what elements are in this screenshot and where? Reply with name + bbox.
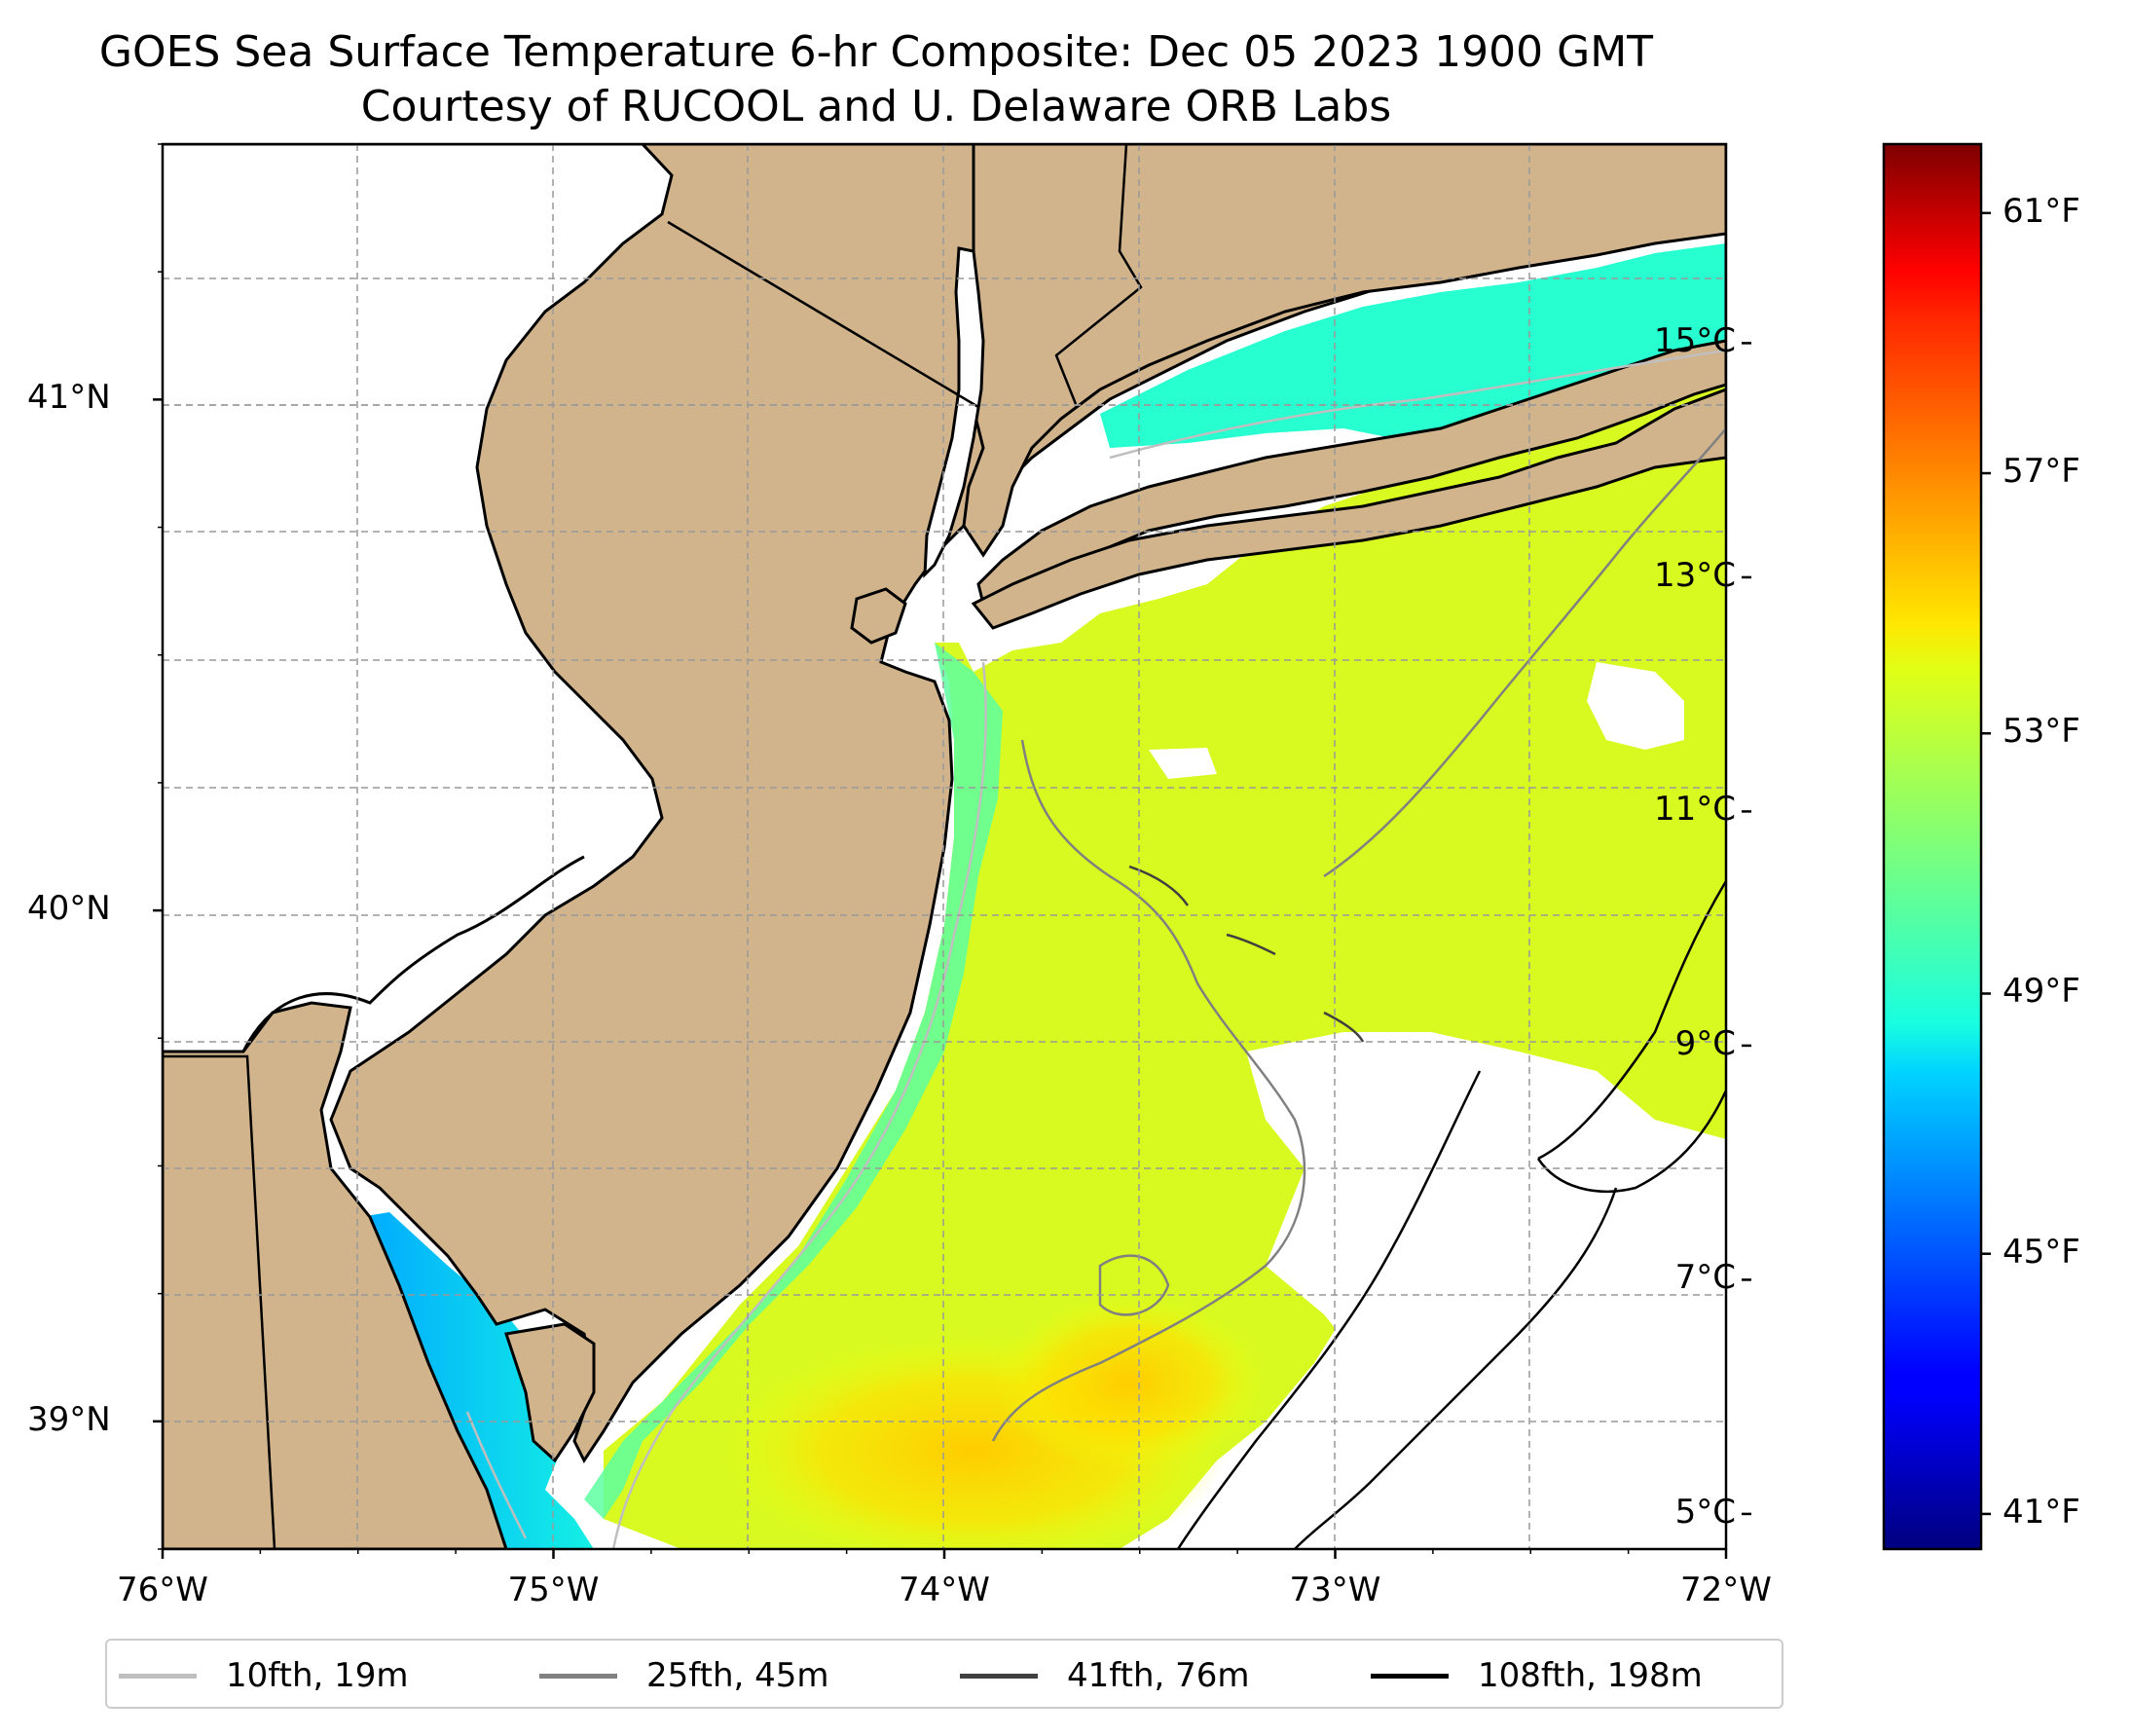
sst-nearshore-cool — [584, 643, 1003, 1519]
y-tick-label: 40°N — [27, 889, 111, 929]
celsius-tick-label: 5°C — [1674, 1492, 1736, 1532]
legend-line-swatch — [1371, 1673, 1449, 1679]
fahrenheit-tick-label: 57°F — [2003, 452, 2080, 492]
legend-label: 108fth, 198m — [1478, 1656, 1703, 1695]
legend-label: 25fth, 45m — [646, 1656, 829, 1695]
sst-field-shelf — [604, 362, 1726, 1549]
fahrenheit-tick-label: 49°F — [2003, 972, 2080, 1012]
delaware-river — [241, 855, 585, 1053]
border-ct-ny — [1054, 144, 1143, 405]
cloud-gap-2 — [1587, 662, 1684, 750]
fahrenheit-tick-label: 61°F — [2003, 191, 2080, 231]
land-long-island-main — [971, 388, 1726, 630]
celsius-tick-label: 9°C — [1674, 1023, 1736, 1063]
sst-delaware-bay — [360, 1212, 594, 1549]
cloud-gap-1 — [1246, 1032, 1726, 1549]
legend-item: 41fth, 76m — [960, 1641, 1250, 1711]
land-delmarva — [163, 1001, 508, 1549]
contour-legend: 10fth, 19m 25fth, 45m 41fth, 76m 108fth, 19… — [105, 1639, 1783, 1709]
colorbar-ticks — [1742, 211, 1991, 1516]
celsius-tick-label: 13°C — [1653, 555, 1736, 595]
cloud-gap-3 — [1149, 748, 1217, 779]
map-ticks — [153, 143, 1728, 1559]
land-connecticut — [962, 144, 1726, 558]
hudson-river — [923, 246, 985, 578]
contour-10fth — [465, 349, 1726, 1549]
celsius-tick-label: 15°C — [1653, 321, 1736, 361]
map-layers — [163, 144, 1726, 1549]
gridlines — [163, 144, 1726, 1549]
fahrenheit-tick-label: 41°F — [2003, 1492, 2080, 1532]
x-tick-label: 72°W — [1680, 1570, 1772, 1609]
legend-line-swatch — [539, 1673, 617, 1679]
colorbar — [1882, 142, 1983, 1551]
x-tick-label: 74°W — [899, 1570, 990, 1609]
y-tick-label: 39°N — [27, 1399, 111, 1439]
figure-subtitle: Courtesy of RUCOOL and U. Delaware ORB L… — [360, 82, 1392, 131]
x-tick-label: 73°W — [1289, 1570, 1381, 1609]
fahrenheit-tick-label: 53°F — [2003, 712, 2080, 752]
land-cape-may — [504, 1322, 596, 1463]
legend-item: 10fth, 19m — [119, 1641, 409, 1711]
legend-item: 108fth, 198m — [1371, 1641, 1703, 1711]
x-tick-label: 76°W — [117, 1570, 208, 1609]
contour-108fth — [1176, 880, 1726, 1549]
land-long-island — [976, 144, 1726, 607]
celsius-tick-label: 7°C — [1674, 1258, 1736, 1298]
celsius-tick-label: 11°C — [1653, 790, 1736, 830]
contour-41fth — [1128, 865, 1365, 1043]
legend-label: 41fth, 76m — [1067, 1656, 1250, 1695]
border-de-md — [163, 1054, 276, 1549]
legend-label: 10fth, 19m — [226, 1656, 409, 1695]
contour-25fth — [991, 427, 1726, 1442]
legend-item: 25fth, 45m — [539, 1641, 829, 1711]
x-tick-label: 75°W — [507, 1570, 600, 1609]
legend-line-swatch — [960, 1673, 1038, 1679]
sst-warm-pocket-2 — [993, 1295, 1266, 1470]
legend-line-swatch — [119, 1673, 197, 1679]
border-ny-nj — [667, 220, 979, 409]
land-staten-island — [850, 587, 907, 645]
fahrenheit-tick-label: 45°F — [2003, 1232, 2080, 1272]
figure-title: GOES Sea Surface Temperature 6-hr Compos… — [98, 27, 1654, 77]
y-tick-label: 41°N — [27, 378, 111, 418]
